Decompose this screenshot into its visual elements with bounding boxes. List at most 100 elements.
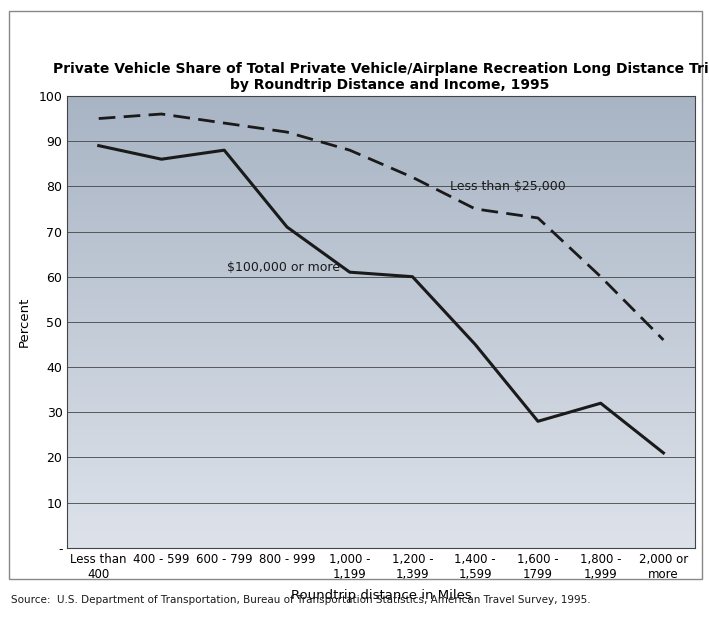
Bar [67,249,695,252]
Text: $100,000 or more: $100,000 or more [228,261,340,274]
Bar [67,423,695,426]
Bar [67,512,695,514]
Bar [67,162,695,163]
Bar [67,387,695,390]
Bar [67,284,695,286]
Bar [67,297,695,299]
Bar [67,338,695,340]
Bar [67,399,695,401]
Bar [67,505,695,507]
Bar [67,358,695,360]
Bar [67,439,695,441]
Bar [67,383,695,385]
Bar [67,130,695,132]
Bar [67,152,695,155]
Text: Source:  U.S. Department of Transportation, Bureau of Transportation Statistics,: Source: U.S. Department of Transportatio… [11,595,591,605]
Bar [67,186,695,189]
Bar [67,426,695,428]
Bar [67,527,695,530]
Bar [67,516,695,519]
Bar [67,168,695,170]
Bar [67,503,695,505]
Bar [67,209,695,211]
Bar [67,166,695,168]
Bar [67,498,695,500]
Bar [67,521,695,523]
Bar [67,272,695,274]
Bar [67,175,695,177]
Bar [67,157,695,159]
Bar [67,475,695,478]
Bar [67,98,695,100]
Bar [67,353,695,356]
Bar [67,351,695,353]
Bar [67,532,695,534]
Bar [67,509,695,512]
Bar [67,412,695,415]
Bar [67,277,695,279]
Bar [67,103,695,105]
Bar [67,367,695,370]
Bar [67,539,695,541]
Bar [67,295,695,297]
Text: Exhibit 13-7: Exhibit 13-7 [45,19,128,32]
Bar [67,500,695,503]
Bar [67,342,695,344]
Bar [67,403,695,405]
Bar [67,254,695,256]
Bar [67,128,695,130]
Bar [67,311,695,313]
Bar [67,299,695,301]
Bar [67,525,695,527]
Bar [67,410,695,412]
Bar [67,150,695,152]
Bar [67,308,695,311]
Bar [67,252,695,254]
Bar [67,196,695,197]
Bar [67,173,695,175]
Bar [67,243,695,245]
Bar [67,331,695,333]
Bar [67,534,695,537]
Bar [67,211,695,214]
Bar [67,241,695,243]
Bar [67,430,695,433]
Bar [67,347,695,349]
Bar [67,266,695,267]
Bar [67,279,695,281]
Bar [67,313,695,315]
Bar [67,378,695,381]
Bar [67,324,695,326]
Bar [67,301,695,304]
Bar [67,232,695,234]
Bar [67,394,695,396]
Bar [67,385,695,387]
Bar [67,433,695,435]
Bar [67,464,695,467]
Bar [67,315,695,318]
Bar [67,100,695,103]
Bar [67,371,695,374]
Bar [67,519,695,521]
Bar [67,471,695,474]
Bar [67,110,695,112]
Bar [67,182,695,184]
Bar [67,204,695,207]
Bar [67,543,695,545]
Bar [67,193,695,196]
Bar [67,114,695,116]
Bar [67,107,695,110]
Bar [67,422,695,423]
Bar [67,376,695,378]
Bar [67,401,695,403]
Bar [67,485,695,487]
Bar [67,220,695,222]
Bar [67,170,695,173]
Bar [67,340,695,342]
Bar [67,496,695,498]
Bar [67,507,695,509]
Bar [67,139,695,141]
Bar [67,218,695,220]
Bar [67,514,695,516]
Bar [67,537,695,539]
